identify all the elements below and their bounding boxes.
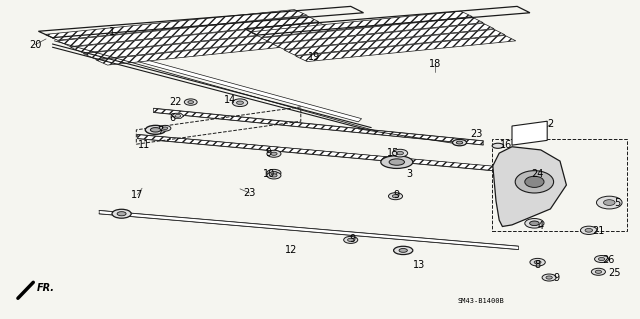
Polygon shape — [154, 108, 483, 145]
Ellipse shape — [580, 226, 597, 234]
Text: 9: 9 — [349, 234, 355, 244]
Polygon shape — [52, 35, 362, 122]
Ellipse shape — [237, 101, 243, 104]
Ellipse shape — [232, 99, 248, 107]
Text: 26: 26 — [602, 255, 614, 265]
Text: 23: 23 — [470, 129, 483, 139]
Polygon shape — [58, 16, 319, 47]
Text: 1: 1 — [109, 27, 115, 37]
Ellipse shape — [492, 143, 504, 148]
Text: 17: 17 — [131, 189, 144, 200]
Text: 20: 20 — [29, 40, 42, 50]
Text: 10: 10 — [262, 169, 275, 179]
Ellipse shape — [163, 127, 168, 130]
Text: 22: 22 — [170, 97, 182, 107]
Ellipse shape — [525, 176, 544, 188]
Ellipse shape — [188, 101, 193, 103]
Ellipse shape — [596, 196, 622, 209]
Ellipse shape — [598, 257, 605, 261]
Text: 7: 7 — [157, 126, 163, 136]
Ellipse shape — [344, 236, 358, 243]
Polygon shape — [138, 135, 512, 172]
Text: 21: 21 — [592, 226, 605, 236]
Ellipse shape — [267, 169, 281, 176]
Text: 24: 24 — [531, 169, 544, 179]
Polygon shape — [45, 10, 307, 40]
Polygon shape — [70, 22, 330, 53]
Text: 19: 19 — [307, 52, 320, 63]
Polygon shape — [250, 11, 472, 37]
Text: 18: 18 — [429, 59, 442, 69]
Text: 23: 23 — [243, 188, 256, 198]
Ellipse shape — [159, 125, 171, 131]
Ellipse shape — [112, 209, 131, 218]
Ellipse shape — [595, 256, 609, 263]
Ellipse shape — [271, 152, 277, 155]
Ellipse shape — [381, 156, 413, 168]
Ellipse shape — [530, 258, 545, 266]
Polygon shape — [296, 35, 516, 62]
Ellipse shape — [394, 246, 413, 255]
Ellipse shape — [542, 274, 556, 281]
Text: 4: 4 — [538, 221, 544, 232]
Text: 13: 13 — [413, 260, 426, 270]
Text: 15: 15 — [387, 148, 400, 158]
Polygon shape — [512, 121, 547, 145]
Polygon shape — [261, 17, 483, 43]
Text: 9: 9 — [394, 189, 400, 200]
Text: 12: 12 — [285, 245, 298, 256]
Text: 14: 14 — [224, 95, 237, 106]
Text: 9: 9 — [266, 148, 272, 158]
Ellipse shape — [389, 159, 404, 165]
Ellipse shape — [591, 268, 605, 275]
Text: 25: 25 — [608, 268, 621, 278]
Ellipse shape — [184, 99, 197, 105]
Ellipse shape — [397, 152, 403, 155]
Text: 16: 16 — [499, 140, 512, 150]
Text: SM43-B1400B: SM43-B1400B — [458, 299, 504, 304]
Ellipse shape — [546, 276, 552, 279]
Ellipse shape — [175, 115, 181, 117]
Ellipse shape — [530, 221, 539, 226]
Ellipse shape — [348, 238, 354, 241]
Ellipse shape — [515, 171, 554, 193]
Ellipse shape — [452, 139, 467, 146]
Text: 2: 2 — [547, 119, 554, 130]
Ellipse shape — [267, 150, 281, 157]
Polygon shape — [172, 113, 184, 118]
Ellipse shape — [530, 221, 539, 226]
Ellipse shape — [392, 195, 399, 198]
Ellipse shape — [595, 270, 602, 273]
Text: 6: 6 — [170, 113, 176, 123]
Polygon shape — [493, 147, 566, 226]
Polygon shape — [284, 29, 505, 56]
Ellipse shape — [117, 212, 126, 216]
Text: 3: 3 — [406, 169, 413, 179]
Text: 8: 8 — [534, 260, 541, 270]
Ellipse shape — [456, 141, 463, 144]
Ellipse shape — [392, 149, 408, 157]
Polygon shape — [273, 23, 494, 49]
Ellipse shape — [150, 128, 161, 132]
Ellipse shape — [271, 174, 277, 177]
Ellipse shape — [145, 125, 166, 134]
Ellipse shape — [399, 249, 408, 252]
Ellipse shape — [585, 228, 593, 232]
Polygon shape — [96, 35, 351, 65]
Ellipse shape — [525, 219, 544, 228]
Polygon shape — [99, 211, 518, 249]
Ellipse shape — [534, 261, 541, 264]
Ellipse shape — [267, 172, 281, 179]
Polygon shape — [83, 29, 340, 59]
Text: FR.: FR. — [37, 283, 55, 293]
Text: 11: 11 — [138, 140, 150, 150]
Polygon shape — [18, 282, 33, 298]
Ellipse shape — [604, 200, 615, 205]
Text: 5: 5 — [614, 197, 621, 208]
Ellipse shape — [271, 171, 277, 174]
Ellipse shape — [388, 193, 403, 200]
Text: 9: 9 — [554, 272, 560, 283]
